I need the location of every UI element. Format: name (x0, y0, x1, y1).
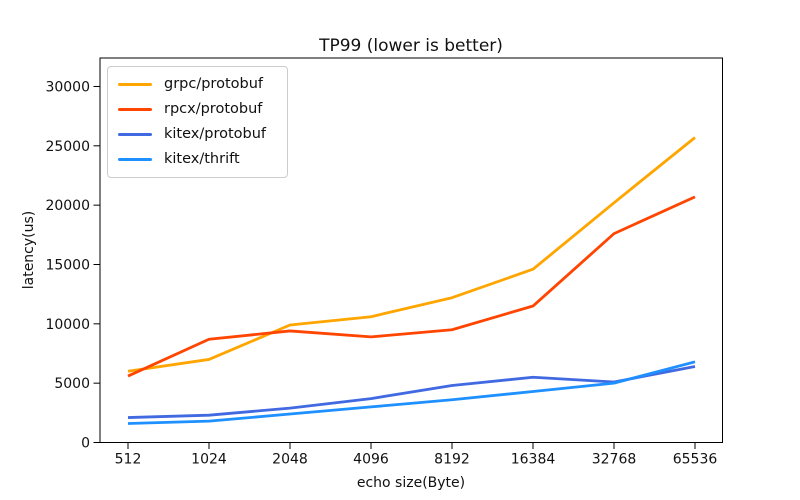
chart-title: TP99 (lower is better) (318, 36, 503, 56)
y-tick-label: 25000 (45, 139, 90, 155)
legend-line-swatch (118, 83, 152, 86)
legend-entry: grpc/protobuf (118, 72, 277, 97)
y-axis-label: latency(us) (21, 211, 37, 290)
x-tick-label: 8192 (434, 452, 470, 468)
x-tick-label: 32768 (592, 452, 637, 468)
y-tick-label: 10000 (45, 317, 90, 333)
plot-border (99, 57, 723, 443)
x-tick-label: 512 (115, 452, 142, 468)
legend-entry: rpcx/protobuf (118, 97, 277, 122)
series-lines (127, 136, 696, 425)
legend: grpc/protobuf rpcx/protobuf kitex/protob… (107, 66, 288, 178)
legend-line-swatch (118, 158, 152, 161)
x-tick-label: 1024 (191, 452, 227, 468)
legend-label: kitex/protobuf (164, 126, 267, 143)
y-tick-label: 30000 (45, 79, 90, 95)
y-tick-label: 5000 (54, 376, 90, 392)
legend-label: kitex/thrift (164, 151, 240, 168)
legend-label: rpcx/protobuf (164, 101, 263, 118)
series-line-grpc-protobuf (127, 136, 696, 373)
y-tick-label: 20000 (45, 198, 90, 214)
x-tick-label: 2048 (272, 452, 308, 468)
x-axis-ticks: 512 1024 2048 4096 8192 16384 32768 65536 (115, 442, 718, 468)
y-tick-label: 15000 (45, 257, 90, 273)
y-axis-ticks: 0 5000 10000 15000 20000 25000 30000 (45, 79, 100, 452)
legend-line-swatch (118, 108, 152, 111)
x-tick-label: 65536 (673, 452, 718, 468)
series-line-rpcx-protobuf (127, 195, 696, 378)
legend-entry: kitex/thrift (118, 147, 277, 172)
x-tick-label: 16384 (511, 452, 556, 468)
series-line-kitex-thrift (127, 360, 696, 425)
x-axis-label: echo size(Byte) (357, 475, 465, 491)
legend-line-swatch (118, 133, 152, 136)
y-tick-label: 0 (81, 436, 90, 452)
series-line-kitex-protobuf (127, 365, 696, 419)
legend-label: grpc/protobuf (164, 76, 264, 93)
legend-entry: kitex/protobuf (118, 122, 277, 147)
x-tick-label: 4096 (353, 452, 389, 468)
